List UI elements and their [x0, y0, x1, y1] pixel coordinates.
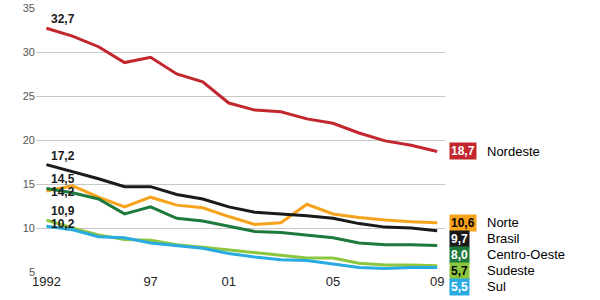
svg-text:5,5: 5,5 [451, 280, 468, 294]
svg-text:5: 5 [29, 266, 35, 278]
svg-text:14,5: 14,5 [51, 172, 75, 186]
svg-text:10: 10 [23, 222, 35, 234]
svg-text:15: 15 [23, 178, 35, 190]
svg-text:09: 09 [430, 274, 444, 289]
svg-text:10,6: 10,6 [451, 216, 475, 230]
svg-text:32,7: 32,7 [51, 12, 75, 26]
svg-text:Sul: Sul [487, 279, 506, 294]
svg-text:Sudeste: Sudeste [487, 263, 535, 278]
svg-text:Brasil: Brasil [487, 231, 520, 246]
svg-text:Nordeste: Nordeste [487, 144, 540, 159]
svg-text:Centro-Oeste: Centro-Oeste [487, 247, 565, 262]
svg-text:Norte: Norte [487, 215, 519, 230]
svg-text:8,0: 8,0 [451, 248, 468, 262]
svg-text:17,2: 17,2 [51, 149, 75, 163]
svg-text:05: 05 [326, 274, 340, 289]
svg-text:18,7: 18,7 [451, 144, 475, 158]
svg-text:14,2: 14,2 [51, 185, 75, 199]
svg-text:9,7: 9,7 [451, 232, 468, 246]
svg-text:35: 35 [23, 2, 35, 14]
svg-text:10,9: 10,9 [51, 204, 75, 218]
svg-text:97: 97 [143, 274, 157, 289]
svg-text:1992: 1992 [32, 274, 61, 289]
svg-text:30: 30 [23, 46, 35, 58]
svg-text:20: 20 [23, 134, 35, 146]
svg-text:10,2: 10,2 [51, 217, 75, 231]
svg-text:5,7: 5,7 [451, 264, 468, 278]
svg-text:25: 25 [23, 90, 35, 102]
svg-text:01: 01 [222, 274, 236, 289]
